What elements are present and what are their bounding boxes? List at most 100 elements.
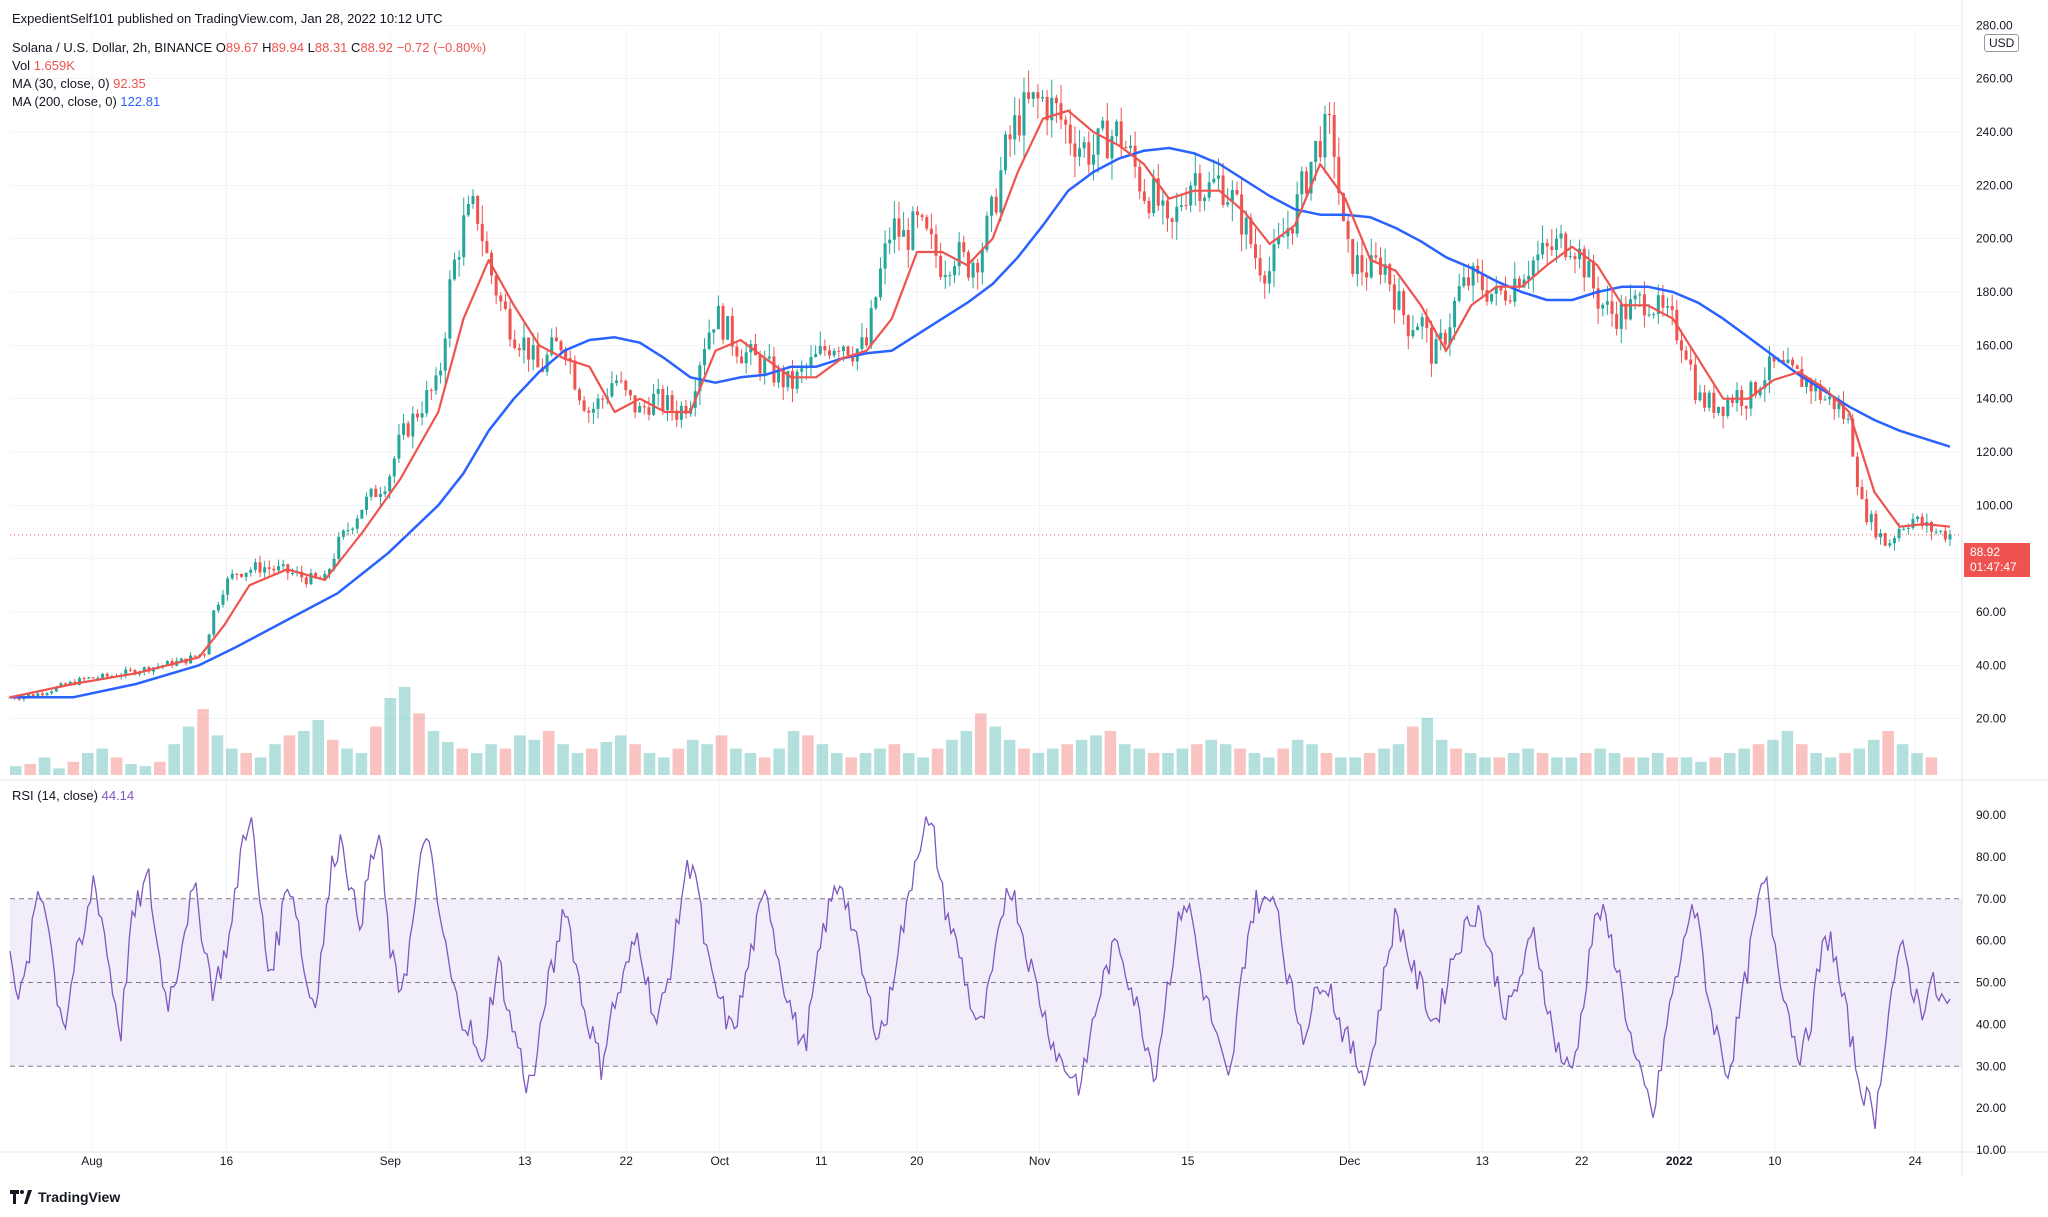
candle-body: [934, 234, 938, 256]
ma200-legend[interactable]: MA (200, close, 0) 122.81: [12, 94, 160, 109]
candle-body: [832, 350, 836, 356]
change-value: −0.72 (−0.80%): [396, 40, 487, 55]
candle-body: [1939, 530, 1943, 532]
volume-bar: [1075, 739, 1088, 775]
volume-bar: [758, 757, 771, 775]
candle-body: [466, 204, 470, 216]
candle-body: [443, 338, 447, 371]
candle-body: [1698, 392, 1702, 401]
candle-body: [1346, 221, 1350, 240]
volume-bar: [1867, 739, 1880, 775]
candle-body: [929, 228, 933, 235]
volume-bar: [1781, 731, 1794, 775]
price-tick-label: 160.00: [1976, 338, 2013, 352]
candle-body: [744, 352, 748, 364]
candle-body: [253, 562, 257, 570]
rsi-legend[interactable]: RSI (14, close) 44.14: [12, 788, 134, 803]
candle-body: [1281, 236, 1285, 238]
volume-bar: [672, 748, 685, 775]
candle-body: [1721, 406, 1725, 416]
price-tick-label: 140.00: [1976, 392, 2013, 406]
currency-button[interactable]: USD: [1984, 34, 2020, 52]
volume-bar: [1421, 717, 1434, 775]
candle-body: [1730, 399, 1734, 403]
volume-bar: [1738, 748, 1750, 775]
volume-bar: [600, 742, 613, 775]
candle-body: [1809, 379, 1813, 392]
rsi-tick-label: 70.00: [1976, 892, 2006, 906]
symbol-legend[interactable]: Solana / U.S. Dollar, 2h, BINANCE O89.67…: [12, 40, 486, 55]
candle-body: [314, 572, 318, 578]
candle-body: [1416, 326, 1420, 331]
candle-body: [1402, 291, 1406, 316]
volume-bar: [1608, 753, 1621, 775]
candle-body: [1763, 380, 1767, 389]
candle-body: [642, 406, 646, 408]
candle-body: [1397, 291, 1401, 310]
candle-body: [1365, 272, 1369, 278]
candle-body: [994, 196, 998, 213]
candle-body: [1017, 115, 1021, 136]
volume-bar: [845, 757, 857, 775]
time-tick-label: 2022: [1666, 1154, 1693, 1168]
candle-body: [1434, 339, 1438, 364]
volume-bar: [427, 731, 440, 775]
volume-bar: [1522, 748, 1534, 775]
candle-body: [341, 530, 345, 537]
volume-bar: [946, 739, 958, 775]
candle-body: [1499, 286, 1503, 291]
volume-bar: [154, 761, 166, 775]
volume-legend[interactable]: Vol 1.659K: [12, 58, 75, 73]
candle-body: [1031, 92, 1035, 99]
candle-body: [1948, 534, 1952, 540]
candle-body: [559, 341, 563, 351]
candle-body: [1443, 332, 1447, 345]
candle-body: [1906, 527, 1910, 529]
candle-body: [568, 358, 572, 361]
volume-bar: [326, 739, 339, 775]
volume-bar: [643, 753, 656, 775]
candle-body: [128, 669, 132, 671]
candle-body: [647, 407, 651, 415]
volume-bar: [773, 748, 785, 775]
candle-body: [323, 573, 327, 580]
candle-body: [1374, 255, 1378, 258]
time-tick-label: Nov: [1029, 1154, 1050, 1168]
candle-body: [272, 568, 276, 571]
candle-body: [1735, 390, 1739, 403]
candle-body: [1837, 403, 1841, 410]
volume-bar: [1623, 757, 1635, 775]
rsi-value: 44.14: [101, 788, 135, 803]
candle-body: [462, 215, 466, 258]
candle-body: [1471, 265, 1475, 286]
time-tick-label: 13: [518, 1154, 532, 1168]
candle-body: [346, 530, 350, 532]
candle-body: [1485, 290, 1489, 302]
candle-body: [1318, 141, 1322, 158]
candle-body: [1527, 275, 1531, 280]
volume-bar: [1320, 753, 1333, 775]
volume-bar: [1191, 744, 1203, 775]
candle-body: [980, 249, 984, 273]
ma30-legend[interactable]: MA (30, close, 0) 92.35: [12, 76, 146, 91]
candle-body: [457, 257, 461, 260]
volume-bar: [1551, 757, 1563, 775]
candle-body: [17, 698, 21, 700]
ma200-value: 122.81: [120, 94, 161, 109]
candle-body: [1504, 290, 1508, 301]
volume-bar: [1363, 753, 1376, 775]
volume-bar: [1133, 748, 1145, 775]
candle-body: [1328, 113, 1332, 116]
volume-value: 1.659K: [33, 58, 75, 73]
tradingview-logo[interactable]: TradingView: [10, 1189, 120, 1205]
volume-bar: [226, 748, 238, 775]
price-tick-label: 180.00: [1976, 285, 2013, 299]
candle-body: [263, 567, 267, 573]
candle-body: [795, 371, 799, 389]
candle-body: [1860, 486, 1864, 499]
volume-bar: [1594, 748, 1606, 775]
price-tick-label: 280.00: [1976, 18, 2013, 32]
candle-body: [675, 410, 679, 420]
candle-body: [735, 346, 739, 357]
